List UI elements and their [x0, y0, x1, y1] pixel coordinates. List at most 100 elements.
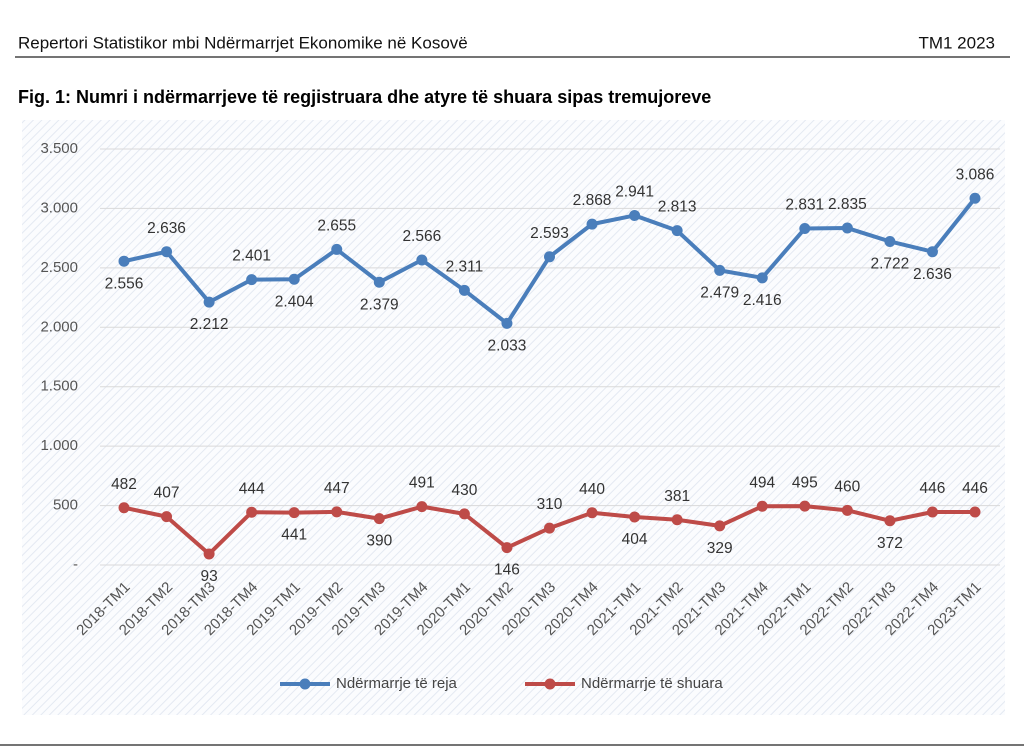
- value-label: 310: [537, 496, 563, 513]
- value-label: 495: [792, 474, 818, 491]
- legend-marker: [544, 678, 556, 690]
- y-tick-label: 3.500: [40, 140, 78, 157]
- value-label: 2.722: [871, 256, 910, 273]
- value-label: 381: [664, 488, 690, 505]
- chart-area: [22, 120, 1005, 715]
- value-label: 2.566: [402, 228, 441, 245]
- point: [373, 513, 385, 525]
- value-label: 93: [200, 568, 217, 585]
- point: [586, 218, 598, 230]
- value-label: 2.416: [743, 292, 782, 309]
- value-label: 404: [622, 531, 648, 548]
- point: [331, 243, 343, 255]
- chart-title: Fig. 1: Numri i ndërmarrjeve të regjistr…: [18, 87, 711, 107]
- point: [884, 515, 896, 527]
- point: [288, 507, 300, 519]
- point: [458, 508, 470, 520]
- point: [671, 225, 683, 237]
- value-label: 444: [239, 480, 265, 497]
- value-label: 491: [409, 475, 435, 492]
- point: [841, 222, 853, 234]
- point: [799, 500, 811, 512]
- y-tick-label: -: [73, 556, 78, 573]
- y-tick-label: 1.000: [40, 437, 78, 454]
- point: [203, 548, 215, 560]
- value-label: 2.831: [785, 197, 824, 214]
- point: [926, 246, 938, 258]
- value-label: 494: [749, 474, 775, 491]
- point: [841, 504, 853, 516]
- value-label: 2.636: [913, 266, 952, 283]
- y-tick-label: 2.500: [40, 259, 78, 276]
- legend-label: Ndërmarrje të reja: [336, 675, 458, 692]
- value-label: 482: [111, 476, 137, 493]
- point: [246, 274, 258, 286]
- value-label: 2.379: [360, 296, 399, 313]
- point: [288, 273, 300, 285]
- value-label: 430: [451, 482, 477, 499]
- value-label: 2.941: [615, 184, 654, 201]
- point: [969, 192, 981, 204]
- value-label: 2.835: [828, 196, 867, 213]
- point: [629, 209, 641, 221]
- value-label: 390: [366, 533, 392, 550]
- point: [161, 246, 173, 258]
- point: [458, 284, 470, 296]
- y-tick-label: 2.000: [40, 318, 78, 335]
- value-label: 2.655: [317, 218, 356, 235]
- point: [969, 506, 981, 518]
- value-label: 146: [494, 562, 520, 579]
- point: [629, 511, 641, 523]
- value-label: 2.479: [700, 284, 739, 301]
- header-left: Repertori Statistikor mbi Ndërmarrjet Ek…: [18, 33, 468, 52]
- point: [756, 500, 768, 512]
- value-label: 2.593: [530, 225, 569, 242]
- point: [331, 506, 343, 518]
- value-label: 2.401: [232, 248, 271, 265]
- value-label: 329: [707, 540, 733, 557]
- point: [926, 506, 938, 518]
- value-label: 446: [962, 480, 988, 497]
- point: [544, 522, 555, 534]
- point: [714, 520, 726, 532]
- y-tick-label: 1.500: [40, 378, 78, 395]
- value-label: 446: [920, 480, 946, 497]
- point: [373, 276, 385, 288]
- point: [118, 255, 130, 267]
- value-label: 2.813: [658, 199, 697, 216]
- point: [416, 254, 428, 266]
- value-label: 2.636: [147, 220, 186, 237]
- point: [203, 296, 215, 308]
- y-tick-label: 3.000: [40, 199, 78, 216]
- value-label: 2.033: [488, 337, 527, 354]
- y-tick-label: 500: [53, 497, 78, 514]
- point: [416, 501, 428, 513]
- point: [586, 507, 598, 519]
- value-label: 440: [579, 481, 605, 498]
- value-label: 2.868: [573, 192, 612, 209]
- point: [544, 251, 555, 263]
- point: [799, 223, 811, 235]
- value-label: 2.556: [105, 275, 144, 292]
- value-label: 407: [154, 485, 180, 502]
- point: [501, 317, 513, 329]
- value-label: 3.086: [956, 166, 995, 183]
- value-label: 447: [324, 480, 350, 497]
- point: [161, 511, 173, 523]
- point: [756, 272, 768, 284]
- header-right: TM1 2023: [918, 33, 995, 52]
- value-label: 2.404: [275, 293, 314, 310]
- point: [118, 502, 130, 514]
- point: [501, 542, 513, 554]
- point: [884, 235, 896, 247]
- point: [714, 264, 726, 276]
- point: [671, 514, 683, 526]
- point: [246, 506, 258, 518]
- value-label: 372: [877, 535, 903, 552]
- legend-label: Ndërmarrje të shuara: [581, 675, 723, 692]
- value-label: 441: [281, 527, 307, 544]
- value-label: 2.311: [446, 258, 484, 275]
- value-label: 2.212: [190, 316, 229, 333]
- value-label: 460: [834, 478, 860, 495]
